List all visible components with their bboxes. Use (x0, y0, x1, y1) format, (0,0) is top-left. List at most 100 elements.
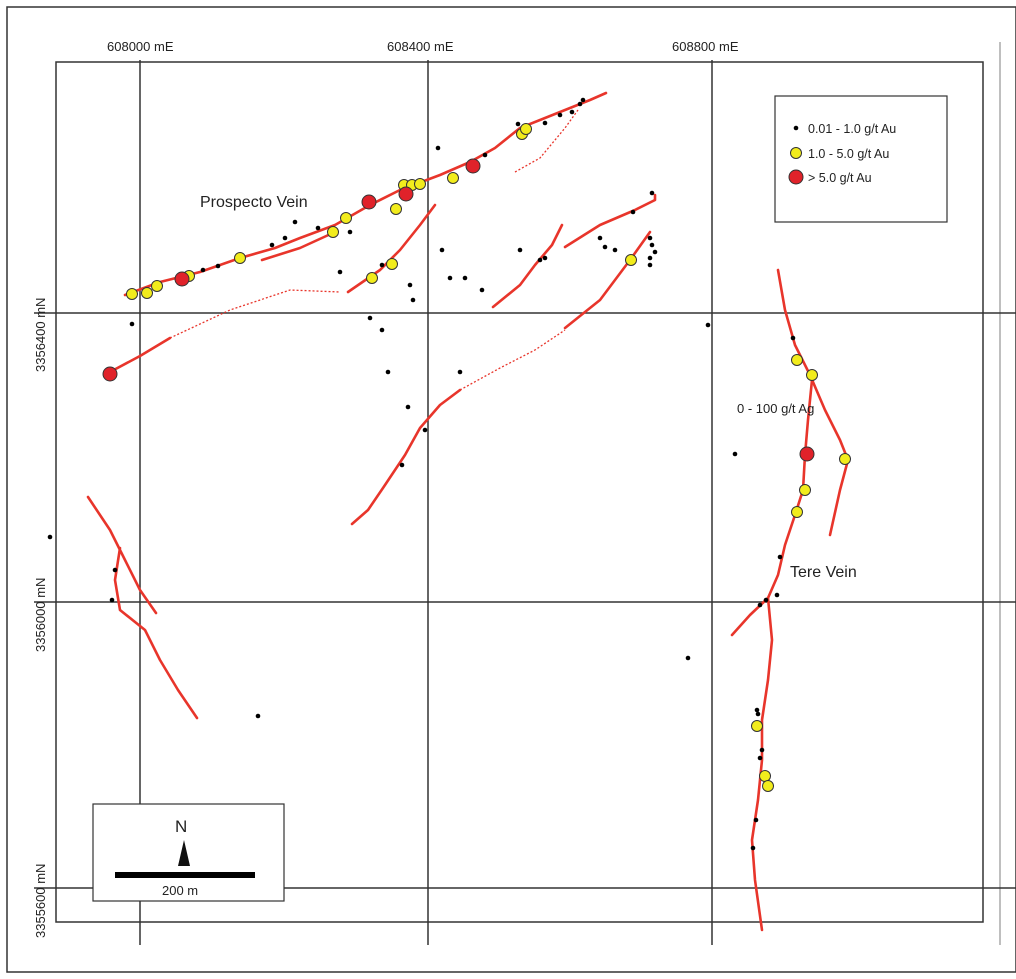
legend-box (774, 95, 948, 223)
sample-point-mid (234, 252, 246, 264)
northing-label: 3356400 mN (33, 298, 48, 372)
sample-point-low (435, 145, 441, 151)
inferred-vein-traces (169, 109, 579, 391)
sample-point-low (557, 112, 563, 118)
tere-vein-trace (750, 596, 774, 932)
legend: 0.01 - 1.0 g/t Au 1.0 - 5.0 g/t Au > 5.0… (774, 95, 948, 223)
sample-point-low (759, 747, 765, 753)
sample-point-low (757, 602, 763, 608)
high-grade-samples (102, 158, 815, 462)
sample-point-mid (520, 123, 532, 135)
sample-point-low (777, 554, 783, 560)
scale-box (92, 803, 285, 902)
vein-trace (260, 230, 337, 262)
sample-point-mid (759, 770, 771, 782)
sample-point-low (537, 257, 543, 263)
legend-mid-grade-label: 1.0 - 5.0 g/t Au (808, 147, 889, 161)
sample-point-high (398, 186, 414, 202)
sample-point-low (569, 109, 575, 115)
sample-point-mid (366, 272, 378, 284)
easting-label: 608800 mE (672, 39, 739, 54)
sample-point-low (750, 845, 756, 851)
sample-point-low (685, 655, 691, 661)
sample-point-low (757, 755, 763, 761)
sample-point-low (517, 247, 523, 253)
sample-point-low (649, 190, 655, 196)
sample-point-mid (327, 226, 339, 238)
sample-point-mid (141, 287, 153, 299)
sample-point-low (129, 321, 135, 327)
prospecto-vein-label: Prospecto Vein (200, 194, 308, 211)
sample-point-low (399, 462, 405, 468)
sample-point-mid (791, 506, 803, 518)
scale-bar-line (115, 872, 255, 878)
sample-point-low (647, 235, 653, 241)
sample-point-low (515, 121, 521, 127)
scale-bar-label: 200 m (162, 883, 198, 898)
sample-point-low (385, 369, 391, 375)
sample-point-low (649, 242, 655, 248)
vein-trace (86, 495, 158, 615)
sample-point-low (337, 269, 343, 275)
north-label: N (175, 817, 187, 836)
sample-point-low (255, 713, 261, 719)
legend-mid-grade-symbol (790, 147, 802, 159)
sample-point-low (647, 262, 653, 268)
sample-point-low (647, 255, 653, 261)
sample-point-low (422, 427, 428, 433)
sample-point-low (407, 282, 413, 288)
vein-trace (491, 223, 564, 309)
sample-point-mid (340, 212, 352, 224)
low-grade-samples (47, 97, 796, 851)
sample-point-mid (751, 720, 763, 732)
inferred-vein-trace (514, 109, 579, 173)
sample-point-low (457, 369, 463, 375)
sample-point-mid (791, 354, 803, 366)
sample-point-low (790, 335, 796, 341)
easting-label: 608000 mE (107, 39, 174, 54)
sample-point-low (269, 242, 275, 248)
legend-high-grade-symbol (788, 169, 804, 185)
sample-point-low (577, 101, 583, 107)
sample-point-low (602, 244, 608, 250)
sample-point-low (753, 817, 759, 823)
ag-range-label: 0 - 100 g/t Ag (737, 401, 814, 416)
inferred-vein-trace (169, 289, 341, 339)
sample-point-low (109, 597, 115, 603)
sample-point-low (379, 327, 385, 333)
sample-point-low (705, 322, 711, 328)
sample-point-low (347, 229, 353, 235)
sample-point-high (102, 366, 118, 382)
inferred-vein-trace (459, 329, 566, 391)
sample-point-mid (625, 254, 637, 266)
vein-trace (113, 546, 199, 720)
sample-point-mid (386, 258, 398, 270)
sample-point-low (597, 235, 603, 241)
sample-point-high (465, 158, 481, 174)
northing-label: 3355600 mN (33, 864, 48, 938)
sample-point-low (754, 707, 760, 713)
sample-point-mid (839, 453, 851, 465)
sample-point-low (482, 152, 488, 158)
sample-point-low (462, 275, 468, 281)
sample-point-high (361, 194, 377, 210)
scale-bar: N 200 m (92, 803, 285, 902)
easting-label: 608400 mE (387, 39, 454, 54)
north-arrow-icon (178, 840, 190, 866)
sample-point-high (174, 271, 190, 287)
sample-point-low (612, 247, 618, 253)
sample-point-low (215, 263, 221, 269)
sample-point-low (379, 262, 385, 268)
sample-point-high (799, 446, 815, 462)
sample-point-mid (799, 484, 811, 496)
sample-point-mid (151, 280, 163, 292)
sample-point-low (200, 267, 206, 273)
vein-trace (563, 230, 652, 330)
sample-point-mid (447, 172, 459, 184)
sample-point-low (447, 275, 453, 281)
sample-point-low (112, 567, 118, 573)
sample-point-low (439, 247, 445, 253)
sample-point-low (479, 287, 485, 293)
sample-point-low (405, 404, 411, 410)
